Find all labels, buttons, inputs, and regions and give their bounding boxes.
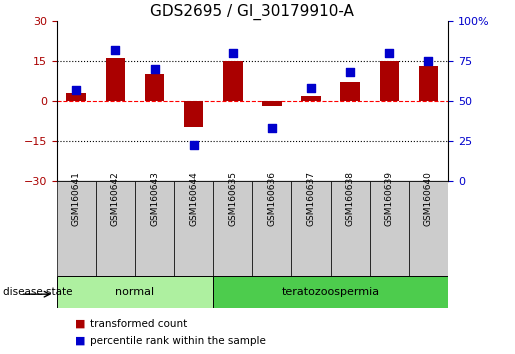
Point	[72, 87, 80, 92]
Text: percentile rank within the sample: percentile rank within the sample	[90, 336, 266, 346]
Text: GSM160642: GSM160642	[111, 172, 120, 227]
Bar	[57, 276, 213, 308]
Text: GSM160643: GSM160643	[150, 172, 159, 227]
Bar	[291, 181, 331, 276]
Text: disease state: disease state	[3, 287, 72, 297]
Bar	[409, 181, 448, 276]
Point	[268, 125, 276, 131]
Point	[190, 143, 198, 148]
Bar	[184, 101, 203, 127]
Bar	[252, 181, 291, 276]
Bar	[262, 101, 282, 106]
Bar	[106, 58, 125, 101]
Text: ■: ■	[75, 336, 85, 346]
Point	[307, 85, 315, 91]
Text: GSM160638: GSM160638	[346, 171, 355, 227]
Bar	[174, 181, 213, 276]
Text: GSM160641: GSM160641	[72, 172, 81, 227]
Bar	[135, 181, 174, 276]
Point	[229, 50, 237, 56]
Title: GDS2695 / GI_30179910-A: GDS2695 / GI_30179910-A	[150, 4, 354, 20]
Bar	[57, 181, 96, 276]
Bar	[213, 181, 252, 276]
Bar	[301, 96, 321, 101]
Point	[385, 50, 393, 56]
Text: GSM160639: GSM160639	[385, 171, 394, 227]
Text: GSM160644: GSM160644	[189, 172, 198, 227]
Point	[346, 69, 354, 75]
Bar	[419, 67, 438, 101]
Bar	[380, 61, 399, 101]
Text: transformed count: transformed count	[90, 319, 187, 329]
Bar	[370, 181, 409, 276]
Point	[150, 66, 159, 72]
Text: GSM160635: GSM160635	[228, 171, 237, 227]
Bar	[66, 93, 86, 101]
Text: normal: normal	[115, 287, 154, 297]
Text: GSM160640: GSM160640	[424, 172, 433, 227]
Point	[111, 47, 119, 53]
Text: GSM160637: GSM160637	[306, 171, 316, 227]
Bar	[223, 61, 243, 101]
Bar	[96, 181, 135, 276]
Bar	[145, 74, 164, 101]
Text: GSM160636: GSM160636	[267, 171, 277, 227]
Point	[424, 58, 433, 64]
Bar	[213, 276, 448, 308]
Bar	[331, 181, 370, 276]
Text: ■: ■	[75, 319, 85, 329]
Bar	[340, 82, 360, 101]
Text: teratozoospermia: teratozoospermia	[282, 287, 380, 297]
